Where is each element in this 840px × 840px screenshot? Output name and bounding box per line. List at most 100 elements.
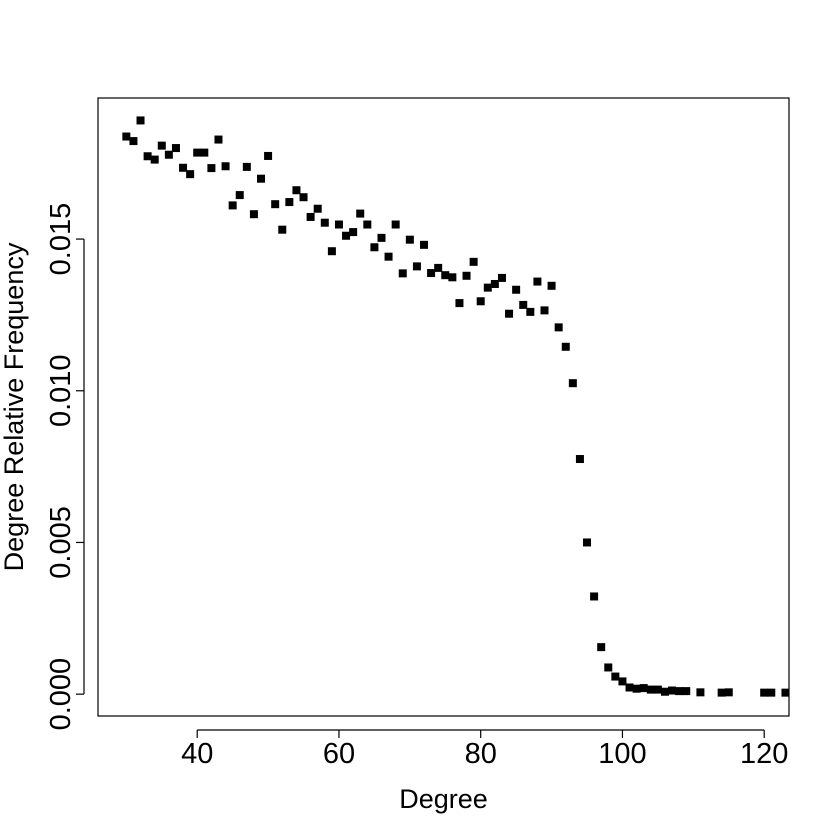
data-point xyxy=(278,225,287,234)
data-point xyxy=(604,663,613,672)
data-point xyxy=(526,307,535,316)
data-point xyxy=(164,150,173,159)
data-point xyxy=(717,688,726,697)
data-point xyxy=(356,209,365,218)
data-point xyxy=(696,688,705,697)
data-point xyxy=(420,240,429,249)
x-tick-label: 120 xyxy=(740,738,788,770)
data-point xyxy=(179,163,188,172)
data-point xyxy=(434,263,443,272)
data-point xyxy=(469,257,478,266)
y-tick-label: 0.005 xyxy=(45,506,77,579)
data-point xyxy=(533,277,542,286)
data-point xyxy=(242,162,251,171)
data-point xyxy=(540,306,549,315)
data-point xyxy=(171,144,180,153)
data-point xyxy=(575,455,584,464)
data-point xyxy=(257,174,266,183)
data-point xyxy=(334,220,343,229)
y-tick-label: 0.015 xyxy=(45,203,77,276)
data-point xyxy=(143,152,152,161)
data-point xyxy=(122,132,131,141)
data-point xyxy=(150,155,159,164)
data-point xyxy=(611,672,620,681)
data-point xyxy=(221,162,230,171)
x-tick-label: 60 xyxy=(323,738,355,770)
data-point xyxy=(306,212,315,221)
y-tick-label: 0.010 xyxy=(45,354,77,427)
data-point xyxy=(405,235,414,244)
data-point xyxy=(207,164,216,173)
data-point xyxy=(505,309,514,318)
x-tick-label: 100 xyxy=(598,738,646,770)
data-point xyxy=(441,271,450,280)
data-point xyxy=(370,243,379,252)
data-point xyxy=(249,210,258,219)
data-point xyxy=(632,684,641,693)
data-point xyxy=(427,269,436,278)
data-point xyxy=(136,116,145,125)
y-axis-title: Degree Relative Frequency xyxy=(0,242,29,571)
data-point xyxy=(554,323,563,332)
data-point xyxy=(512,285,521,294)
data-point xyxy=(157,141,166,150)
data-point xyxy=(129,137,138,146)
data-point xyxy=(363,220,372,229)
data-point xyxy=(285,198,294,207)
data-point xyxy=(547,281,556,290)
y-tick-label: 0.000 xyxy=(45,658,77,731)
data-point xyxy=(342,231,351,240)
data-point xyxy=(462,271,471,280)
data-point xyxy=(646,685,655,694)
data-point xyxy=(384,252,393,261)
data-point xyxy=(313,204,322,213)
data-point xyxy=(653,685,662,694)
data-point xyxy=(490,279,499,288)
data-point xyxy=(228,201,237,210)
data-point xyxy=(519,300,528,309)
data-point xyxy=(760,688,769,697)
data-point xyxy=(618,677,627,686)
data-point xyxy=(639,684,648,693)
data-point xyxy=(675,687,684,696)
data-point xyxy=(271,200,280,209)
x-axis-title: Degree xyxy=(399,784,488,814)
data-point xyxy=(668,686,677,695)
data-point xyxy=(235,191,244,200)
data-point xyxy=(476,297,485,306)
data-point xyxy=(186,170,195,179)
data-point xyxy=(597,643,606,652)
y-axis: 0.000 0.005 0.010 0.015 xyxy=(45,203,85,731)
data-point xyxy=(568,379,577,388)
data-point xyxy=(497,273,506,282)
data-point xyxy=(625,683,634,692)
data-point xyxy=(193,148,202,157)
x-tick-label: 40 xyxy=(181,738,213,770)
x-axis: 40 60 80 100 120 xyxy=(181,729,788,770)
data-points xyxy=(122,116,790,697)
data-point xyxy=(767,688,776,697)
data-point xyxy=(320,218,329,227)
data-point xyxy=(412,262,421,271)
data-point xyxy=(214,135,223,144)
data-point xyxy=(455,299,464,308)
data-point xyxy=(200,148,209,157)
data-point xyxy=(377,233,386,242)
data-point xyxy=(349,228,358,237)
data-point xyxy=(483,283,492,292)
data-point xyxy=(561,342,570,351)
data-point xyxy=(327,247,336,256)
data-point xyxy=(299,193,308,202)
x-tick-label: 80 xyxy=(465,738,497,770)
data-point xyxy=(583,538,592,547)
plot-area-border xyxy=(97,97,790,717)
data-point xyxy=(448,273,457,282)
data-point xyxy=(292,186,301,195)
data-point xyxy=(590,592,599,601)
data-point xyxy=(398,269,407,278)
data-point xyxy=(724,688,733,697)
data-point xyxy=(682,687,691,696)
data-point xyxy=(264,151,273,160)
data-point xyxy=(660,687,669,696)
